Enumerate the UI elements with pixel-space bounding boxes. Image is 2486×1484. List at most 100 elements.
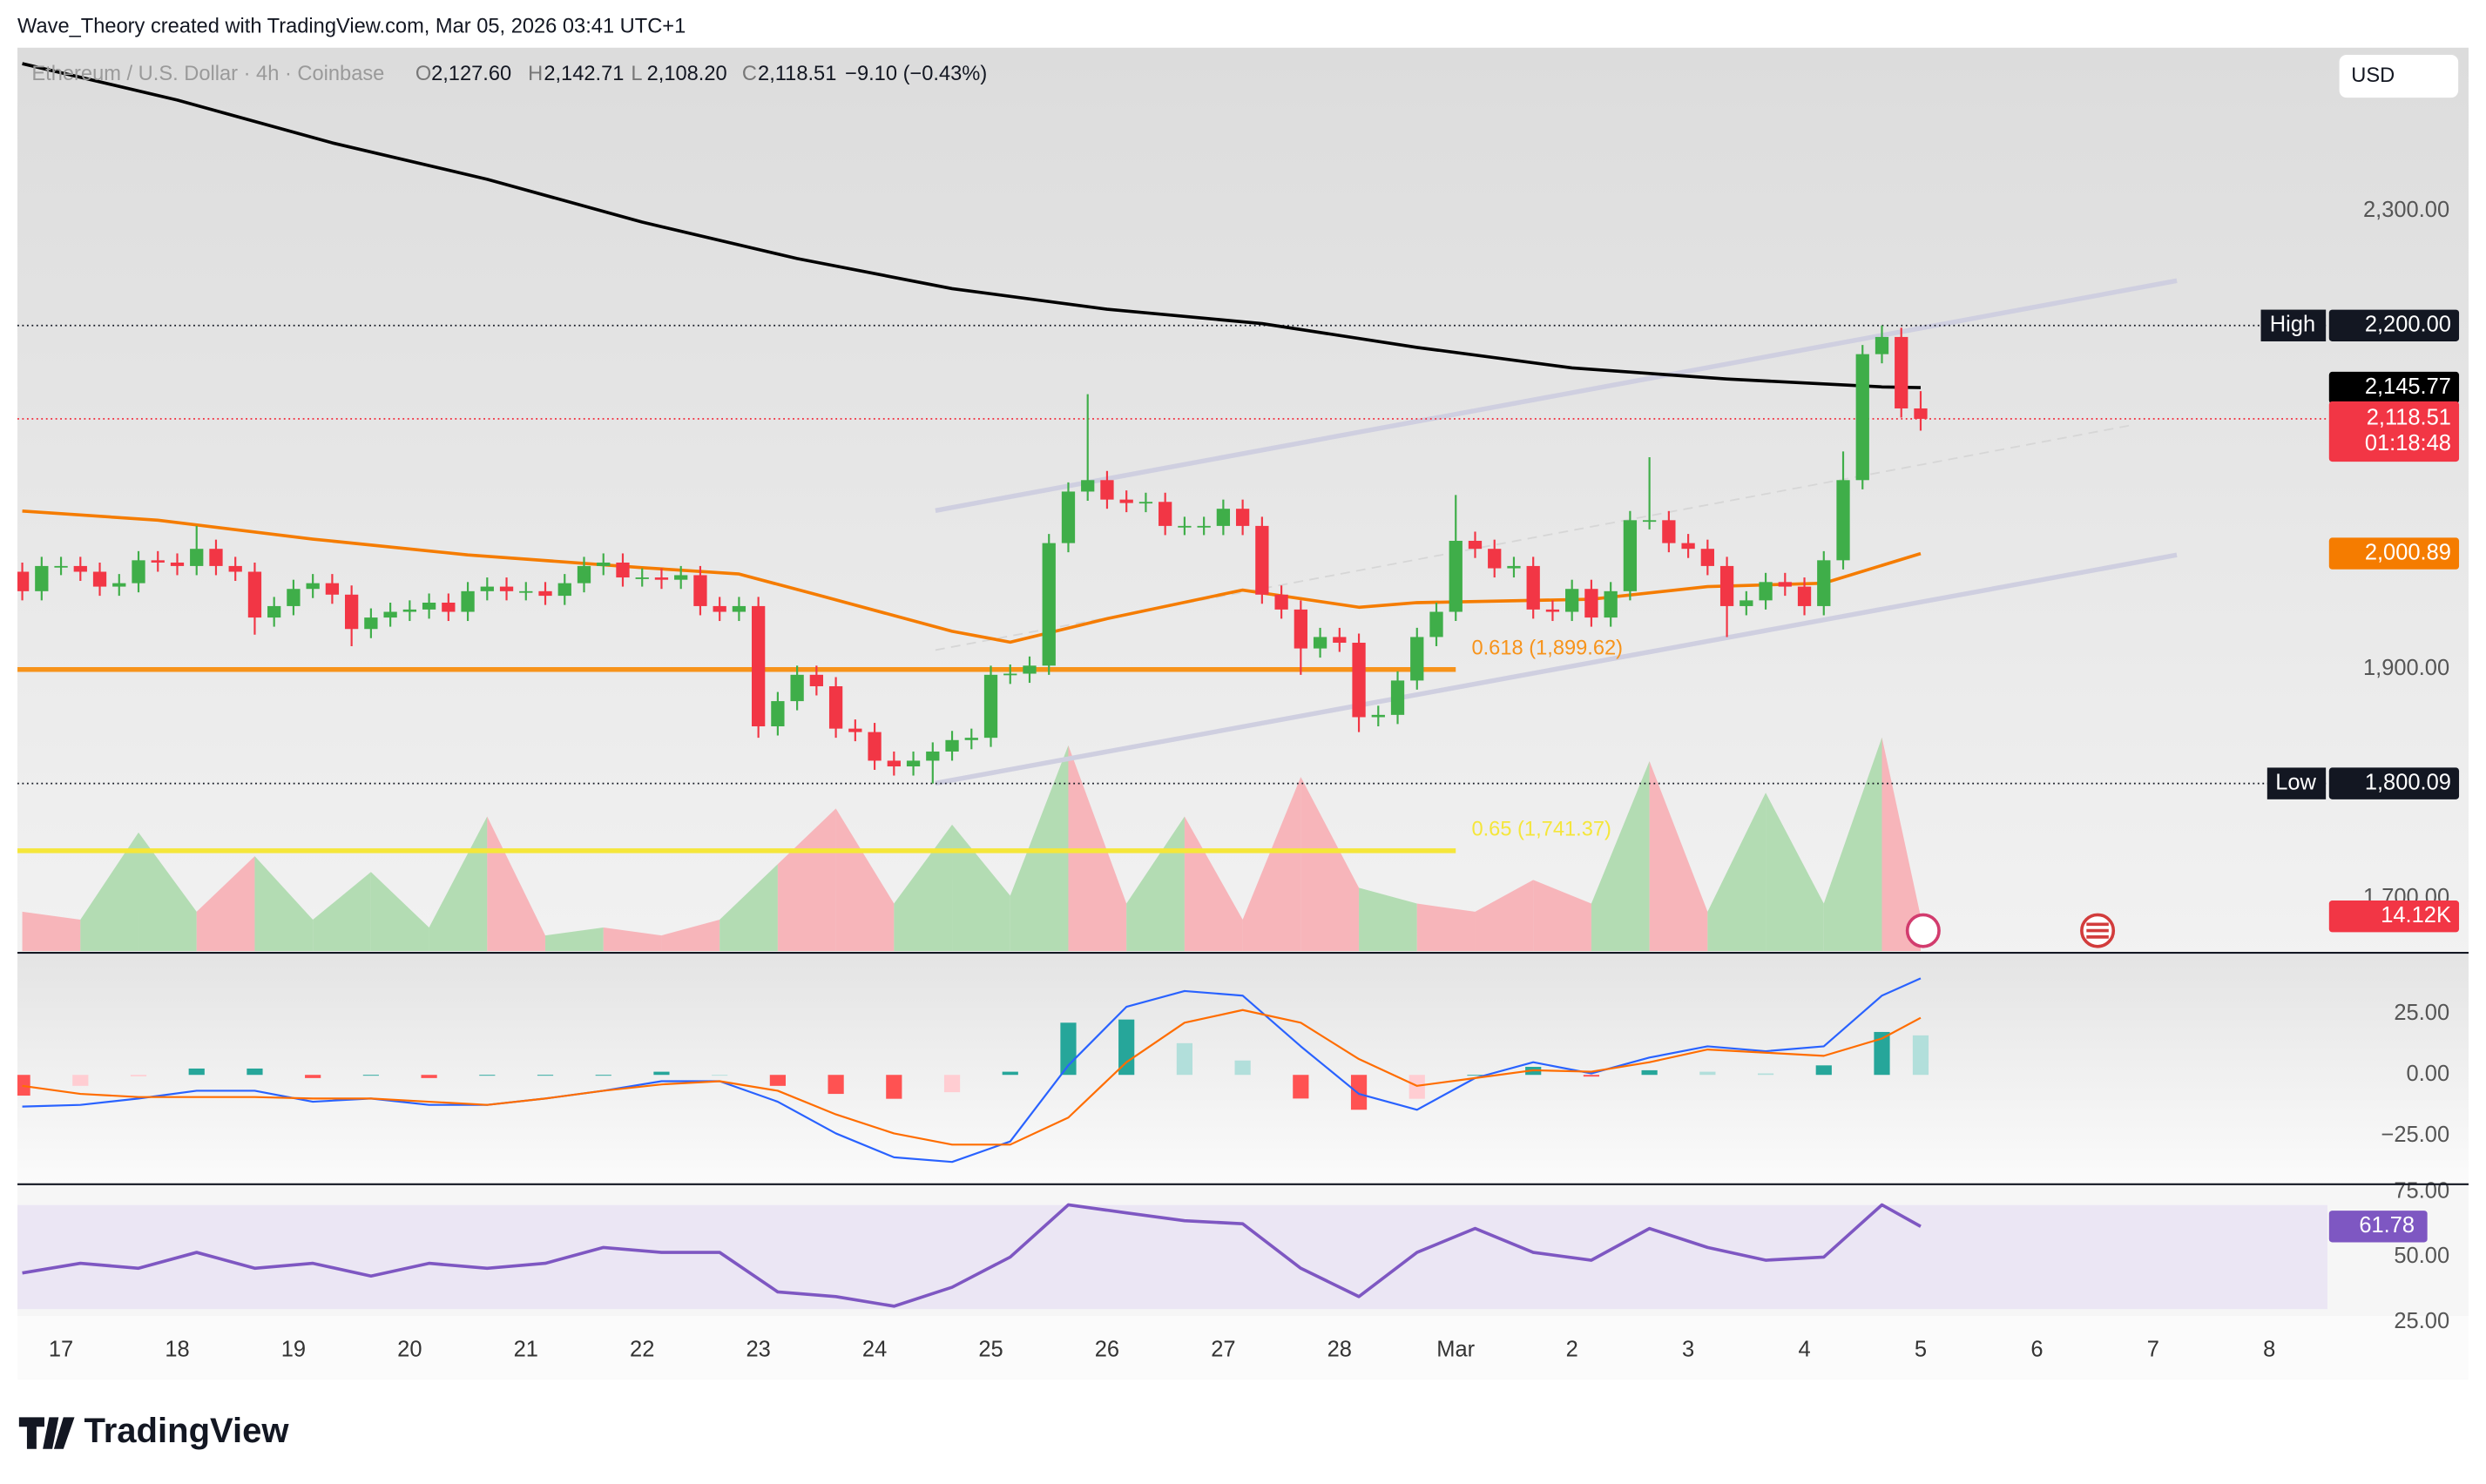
price-tag-label: 2,000.89 xyxy=(2365,540,2451,564)
candle-body xyxy=(1197,525,1211,528)
candle-body xyxy=(1817,560,1831,606)
volume-area xyxy=(1010,745,1069,952)
event-icon[interactable] xyxy=(1905,913,1941,948)
candle-body xyxy=(383,611,397,618)
candle-body xyxy=(1468,540,1483,550)
volume xyxy=(22,737,1921,952)
x-tick-label: 27 xyxy=(1211,1338,1235,1362)
candle-body xyxy=(1507,565,1521,569)
candle-body xyxy=(577,565,591,583)
price-tag-label: 2,118.51 xyxy=(2367,406,2451,430)
volume-area xyxy=(777,808,836,952)
candle-body xyxy=(809,674,824,686)
candle-body xyxy=(364,617,378,630)
candle-body xyxy=(713,605,726,612)
candle-body xyxy=(1623,520,1638,591)
candle-body xyxy=(519,590,533,593)
candle-body xyxy=(325,583,340,595)
volume-area xyxy=(1766,793,1824,952)
candle-body xyxy=(1119,499,1133,503)
price-tags: High 2,200.00 Low 1,800.09 2,145.77 2,000.89 2… xyxy=(2260,309,2460,1243)
candle-body xyxy=(906,760,921,767)
candle-body xyxy=(1895,336,1908,408)
macd-histogram-bar xyxy=(362,1075,379,1076)
currency[interactable]: USD xyxy=(2351,64,2395,87)
legend-key: C xyxy=(742,63,757,85)
price-tag-label: 2,200.00 xyxy=(2365,313,2451,337)
candle-body xyxy=(983,674,998,739)
candle-body xyxy=(17,571,30,591)
candle-body xyxy=(461,590,475,612)
price-tag xyxy=(2328,371,2460,404)
macd-histogram-bar xyxy=(421,1075,437,1078)
macd-histogram-bar xyxy=(769,1075,786,1086)
candle-body xyxy=(1023,665,1037,674)
candle-body xyxy=(1740,600,1753,606)
legend-value: 2,142.71 xyxy=(544,63,624,85)
x-tick-label: 26 xyxy=(1095,1338,1119,1362)
candle-body xyxy=(732,605,746,612)
macd-histogram-bar xyxy=(537,1075,554,1076)
candle-body xyxy=(752,605,766,727)
x-tick-label: 18 xyxy=(165,1338,189,1362)
macd-histogram-bar xyxy=(72,1075,89,1086)
macd-histogram-bar xyxy=(1060,1022,1077,1076)
footer-logo: TradingView xyxy=(84,1412,289,1450)
candle-body xyxy=(771,701,785,727)
candle-body xyxy=(54,565,68,568)
candle-body xyxy=(287,589,301,606)
candle-body xyxy=(151,560,165,563)
macd-histogram-bar xyxy=(943,1075,961,1093)
macd-histogram-bar xyxy=(712,1075,728,1076)
x-tick-label: 8 xyxy=(2263,1338,2275,1362)
candle-body xyxy=(828,685,843,729)
macd-line xyxy=(22,977,1922,1164)
legend-value: 2,118.51 xyxy=(758,63,836,85)
currency-button[interactable] xyxy=(2337,53,2460,99)
volume-area xyxy=(952,824,1010,952)
candle-body xyxy=(945,739,959,752)
macd-histogram-bar xyxy=(1641,1069,1658,1076)
price-tag xyxy=(2328,537,2460,570)
macd-histogram-bar xyxy=(479,1075,496,1076)
volume-area xyxy=(80,832,139,952)
macd-histogram-bar xyxy=(1757,1073,1774,1076)
legend-key: O xyxy=(415,63,431,85)
candle-body xyxy=(1836,480,1850,561)
low-tag xyxy=(2266,767,2327,799)
candle-body xyxy=(1545,609,1560,612)
macd-histogram-bar xyxy=(1815,1065,1832,1076)
macd-histogram-bar xyxy=(1912,1035,1929,1076)
legend-key: H xyxy=(528,63,543,85)
candle-body xyxy=(402,609,416,612)
candle-body xyxy=(693,575,707,606)
candle-body xyxy=(1875,336,1889,354)
macd-line xyxy=(22,1008,1922,1146)
date-axis-background xyxy=(17,1315,2469,1379)
channel-upper xyxy=(935,278,2178,513)
candle-body xyxy=(1662,520,1676,543)
candle-body xyxy=(1294,609,1307,649)
macd-histogram-bar xyxy=(1234,1060,1251,1076)
candle-body xyxy=(112,583,126,587)
volume-area xyxy=(1881,737,1921,952)
candle-body xyxy=(1488,549,1502,569)
y-tick-label: 2,300.00 xyxy=(2363,198,2449,222)
candle-body xyxy=(1700,549,1714,566)
macd-histogram-bar xyxy=(1467,1075,1483,1076)
candle-body xyxy=(790,674,804,702)
candle-body xyxy=(616,562,630,578)
macd-histogram-bar xyxy=(595,1075,611,1076)
candle-body xyxy=(170,562,185,566)
candle-body xyxy=(480,586,494,591)
candle-body xyxy=(597,562,611,566)
volume-area xyxy=(1533,880,1591,952)
candle-body xyxy=(1081,480,1095,492)
rsi-line xyxy=(22,1203,1922,1308)
candle-body xyxy=(1855,354,1869,481)
macd-histogram-bar xyxy=(305,1075,321,1078)
candle-body xyxy=(926,751,940,761)
x-tick-label: 7 xyxy=(2147,1338,2159,1362)
